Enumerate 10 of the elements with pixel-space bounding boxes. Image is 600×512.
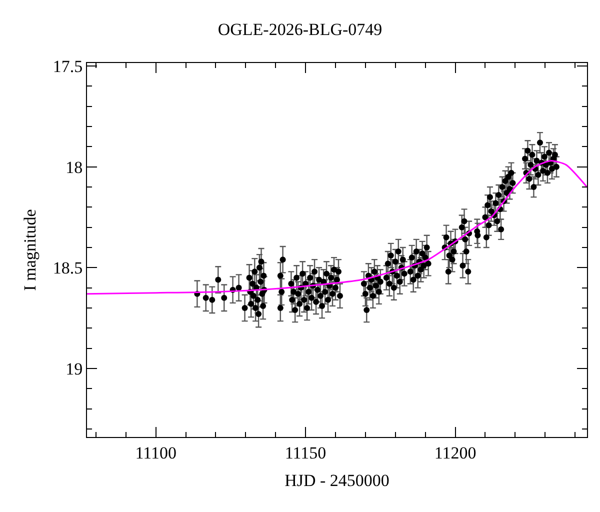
y-tick-label: 19 — [66, 359, 83, 378]
x-tick-label: 11100 — [135, 443, 176, 462]
x-tick-label: 11200 — [434, 443, 476, 462]
x-tick-label: 11150 — [284, 443, 326, 462]
chart-title: OGLE-2026-BLG-0749 — [218, 20, 382, 39]
y-tick-label: 18 — [66, 158, 83, 177]
y-tick-label: 17.5 — [52, 56, 83, 76]
y-axis-title: I magnitude — [20, 209, 40, 291]
y-tick-label: 18.5 — [52, 258, 83, 278]
x-axis-title: HJD - 2450000 — [284, 470, 390, 490]
